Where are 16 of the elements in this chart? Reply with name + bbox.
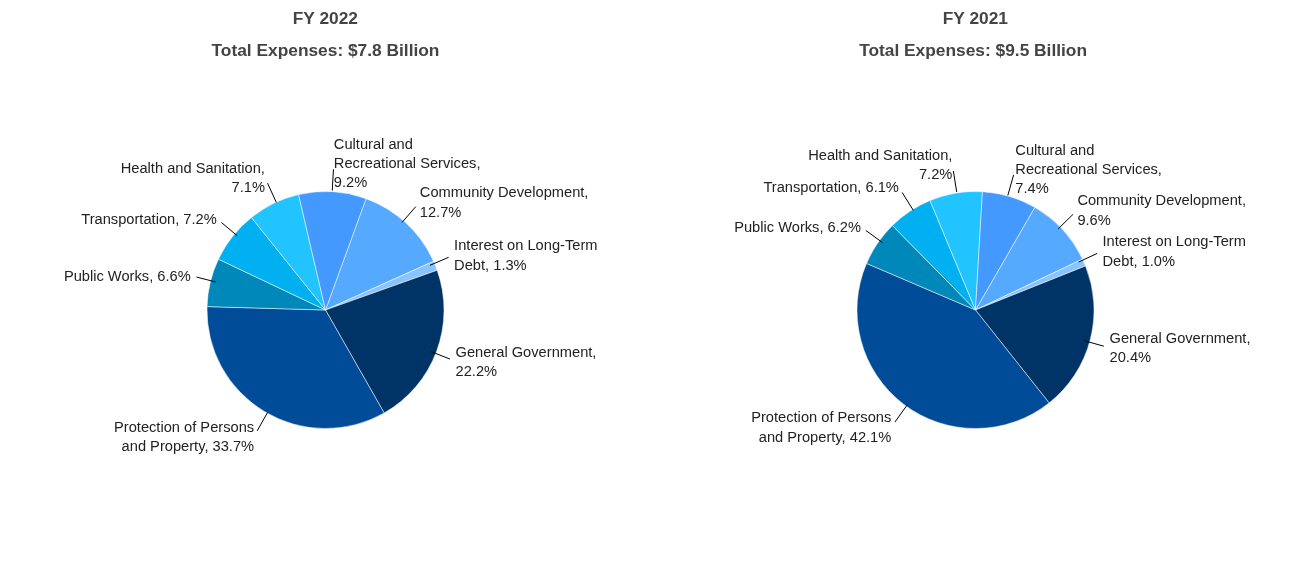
slice-label: General Government, 20.4% [1109, 330, 1251, 366]
chart-subtitle: Total Expenses: $9.5 Billion [859, 39, 1088, 60]
chart-title: FY 2022 [292, 7, 358, 28]
slice-label: General Government, 22.2% [455, 343, 597, 379]
slice-label: Public Works, 6.2% [734, 218, 861, 235]
slice-label: Health and Sanitation, 7.1% [120, 159, 265, 196]
slice-label: Transportation, 6.1% [763, 179, 899, 196]
chart-title: FY 2021 [942, 7, 1009, 28]
slice-label: Transportation, 7.2% [81, 210, 217, 227]
slice-label: Protection of Persons and Property, 42.1% [751, 409, 892, 445]
slice-label: Public Works, 6.6% [63, 267, 191, 284]
slice-label: Community Development, 9.6% [1077, 192, 1246, 228]
slice-label: Interest on Long-Term Debt, 1.3% [454, 237, 598, 273]
chart-subtitle: Total Expenses: $7.8 Billion [211, 39, 440, 60]
slice-label: Interest on Long-Term Debt, 1.0% [1102, 233, 1246, 269]
slice-label: Protection of Persons and Property, 33.7% [114, 418, 255, 454]
